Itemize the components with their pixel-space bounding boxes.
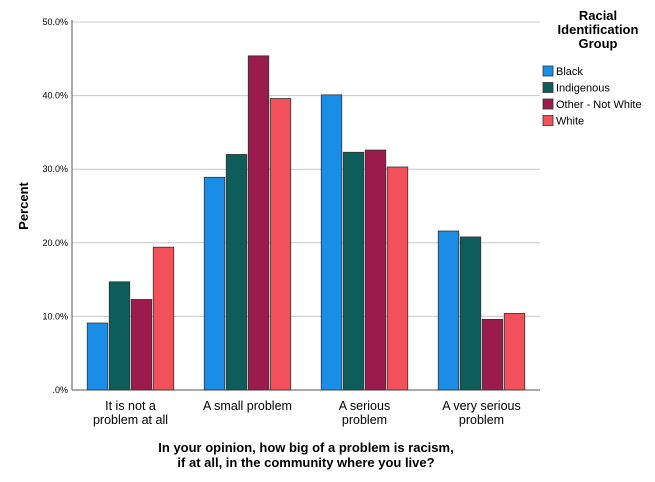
- y-tick-label: 40.0%: [42, 91, 68, 101]
- bar-white: [386, 166, 409, 391]
- legend-title: Group: [579, 36, 618, 51]
- legend-label: Other - Not White: [556, 99, 642, 111]
- legend-swatch-other-not-white: [542, 98, 554, 110]
- bar-indigenous: [108, 281, 131, 391]
- y-tick-label: .0%: [52, 385, 68, 395]
- bar-white: [503, 313, 526, 391]
- x-tick-label: A serious: [339, 399, 390, 413]
- y-tick-label: 50.0%: [42, 17, 68, 27]
- bar-black: [203, 176, 226, 391]
- bar-black: [86, 322, 109, 391]
- bar-white: [152, 246, 175, 391]
- x-tick-label: problem: [459, 413, 504, 427]
- bar-other-not-white: [481, 318, 504, 391]
- bar-black: [320, 94, 343, 391]
- bar-indigenous: [225, 154, 248, 391]
- x-tick-label: It is not a: [105, 399, 156, 413]
- x-axis-title: if at all, in the community where you li…: [177, 455, 434, 470]
- legend-title: Racial: [579, 8, 617, 23]
- legend-swatch-indigenous: [542, 82, 554, 93]
- bar-black: [437, 230, 460, 391]
- legend-title: Identification: [558, 22, 639, 37]
- legend-swatch-white: [542, 115, 554, 126]
- x-tick-label: A very serious: [442, 399, 521, 413]
- bar-other-not-white: [364, 149, 387, 391]
- bar-other-not-white: [130, 299, 153, 391]
- x-tick-label: problem: [342, 413, 387, 427]
- x-axis-title: In your opinion, how big of a problem is…: [158, 440, 453, 455]
- y-axis-title: Percent: [16, 181, 31, 229]
- bar-indigenous: [342, 151, 365, 391]
- legend-label: White: [556, 116, 584, 128]
- bar-indigenous: [459, 236, 482, 391]
- legend-label: Black: [556, 66, 583, 78]
- legend-swatch-black: [542, 65, 554, 77]
- y-tick-label: 10.0%: [42, 311, 68, 321]
- y-tick-label: 30.0%: [42, 164, 68, 174]
- x-tick-label: problem at all: [93, 413, 168, 427]
- legend-label: Indigenous: [556, 83, 610, 95]
- x-tick-label: A small problem: [203, 399, 292, 413]
- y-tick-label: 20.0%: [42, 238, 68, 248]
- bar-white: [269, 98, 292, 391]
- bar-other-not-white: [247, 55, 270, 391]
